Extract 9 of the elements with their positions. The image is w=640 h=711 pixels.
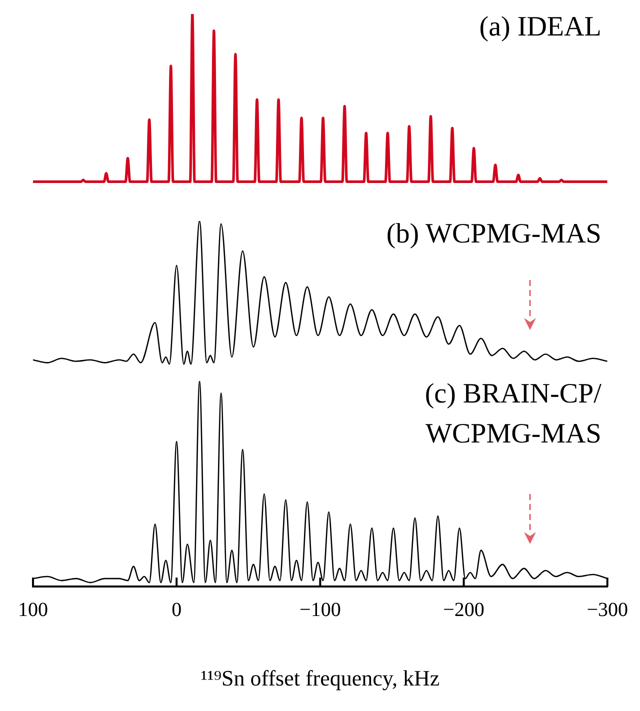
x-tick-label: 0 xyxy=(172,598,182,621)
text: (c) BRAIN-CP/WCPMG-MAS xyxy=(424,378,602,450)
x-tick-label: 100 xyxy=(18,598,48,621)
x-axis-title: ¹¹⁹Sn offset frequency, kHz xyxy=(200,666,440,691)
chart-title: (a) IDEAL xyxy=(479,11,602,42)
chart-title: (b) WCPMG-MAS xyxy=(386,218,602,250)
x-tick-label: −200 xyxy=(443,598,484,621)
x-tick-label: −300 xyxy=(586,598,628,621)
x-tick-label: −100 xyxy=(300,598,341,621)
